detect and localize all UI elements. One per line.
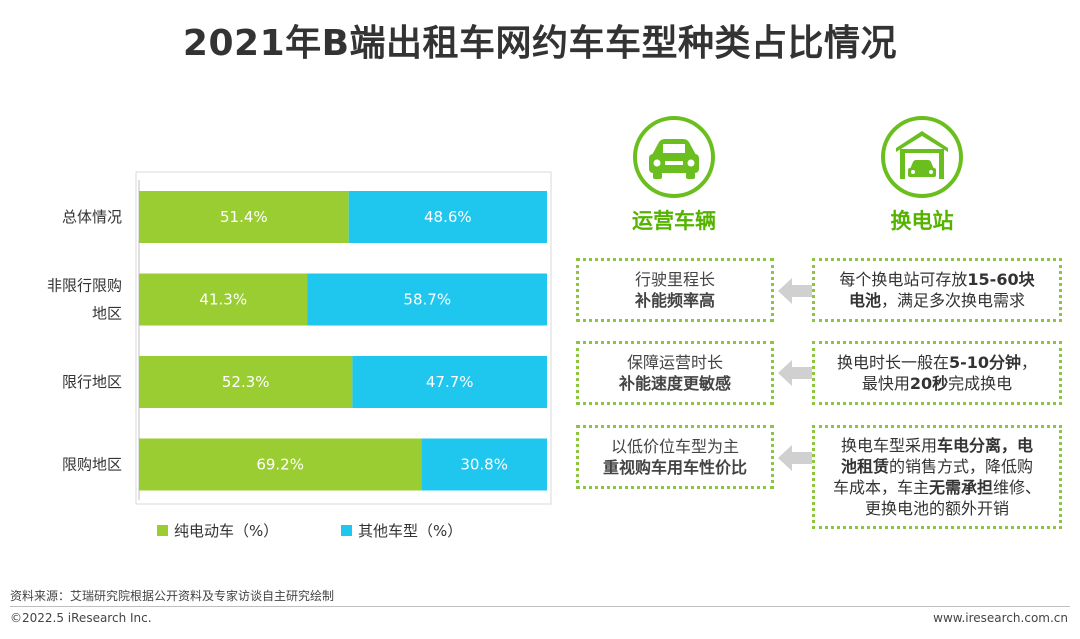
text-segment: 维修、	[993, 478, 1042, 497]
station-box-3-line1: 换电车型采用车电分离，电	[841, 435, 1033, 456]
left-arrow-icon	[778, 445, 812, 471]
bar-ev	[139, 273, 308, 326]
category-label: 总体情况	[62, 208, 122, 226]
text-segment: ，	[1021, 353, 1038, 372]
station-box-3-line2: 池租赁的销售方式，降低购	[841, 456, 1033, 477]
bar-ev	[139, 356, 353, 408]
bar-ev	[139, 191, 349, 243]
text-segment: 最快用	[861, 374, 910, 393]
highlight-segment: 池租赁	[840, 457, 889, 476]
text-segment: 每个换电站可存放	[839, 270, 968, 289]
legend-label-other: 其他车型（%）	[358, 522, 462, 540]
text-segment: 更换电池的额外开销	[864, 499, 1009, 518]
website-link[interactable]: www.iresearch.com.cn	[933, 611, 1068, 625]
vehicle-box-3-line2: 重视购车用车性价比	[602, 458, 747, 477]
highlight-segment: 电池	[848, 291, 881, 310]
left-arrow-icon	[778, 278, 812, 304]
data-label: 41.3%	[199, 291, 247, 309]
station-box-1-line2: 电池，满足多次换电需求	[849, 290, 1025, 311]
plot-frame	[135, 171, 552, 505]
vehicle-box-3-line1: 以低价位车型为主	[610, 437, 739, 456]
highlight-segment: 5-10分钟	[948, 353, 1022, 372]
category-label: 限购地区	[62, 456, 122, 474]
station-box-2-line1: 换电时长一般在5-10分钟，	[837, 352, 1037, 373]
highlight-segment: 20秒	[909, 374, 949, 393]
copyright: ©2022.5 iResearch Inc.	[10, 611, 152, 625]
highlight-segment: 车电分离，电	[937, 436, 1034, 455]
station-box-3-line4: 更换电池的额外开销	[865, 498, 1009, 519]
legend-swatch-other	[341, 525, 352, 536]
data-label: 47.7%	[426, 373, 474, 391]
bar-ev	[139, 438, 422, 491]
vehicle-box-2-line1: 保障运营时长	[626, 353, 723, 372]
car-label: 运营车辆	[632, 209, 716, 233]
bar-other	[348, 191, 547, 243]
page-title: 2021年B端出租车网约车车型种类占比情况	[182, 23, 898, 64]
vehicle-box-1-line2: 补能频率高	[634, 291, 715, 310]
station-box-1: 每个换电站可存放15-60块 电池，满足多次换电需求	[812, 258, 1062, 322]
text-segment: 车成本，车主	[832, 478, 929, 497]
bar-other	[421, 438, 547, 491]
highlight-segment: 无需承担	[928, 478, 993, 497]
text-segment: 的销售方式，降低购	[889, 457, 1034, 476]
data-label: 69.2%	[256, 456, 304, 474]
vehicle-box-2-line2: 补能速度更敏感	[618, 374, 731, 393]
category-label: 限行地区	[62, 373, 122, 391]
text-segment: 换电时长一般在	[836, 353, 949, 372]
data-label: 51.4%	[220, 208, 268, 226]
bar-other	[307, 273, 547, 326]
left-arrow-icon	[778, 360, 812, 386]
data-label: 30.8%	[460, 456, 508, 474]
category-label: 非限行限购	[47, 277, 122, 295]
data-label: 58.7%	[403, 291, 451, 309]
station-box-3-line3: 车成本，车主无需承担维修、	[833, 477, 1041, 498]
vehicle-box-1-line1: 行驶里程长	[634, 270, 715, 289]
data-label: 48.6%	[424, 208, 472, 226]
category-label: 地区	[92, 305, 122, 323]
legend-label-ev: 纯电动车（%）	[174, 522, 278, 540]
data-label: 52.3%	[222, 373, 270, 391]
legend-swatch-ev	[157, 525, 168, 536]
station-box-1-line1: 每个换电站可存放15-60块	[839, 269, 1034, 290]
station-box-2-line2: 最快用20秒完成换电	[862, 373, 1012, 394]
car-icon	[632, 115, 716, 199]
station-box-2: 换电时长一般在5-10分钟， 最快用20秒完成换电	[812, 341, 1062, 405]
vehicle-box-1: 行驶里程长 补能频率高	[576, 258, 774, 322]
highlight-segment: 15-60块	[967, 270, 1035, 289]
garage-icon	[880, 115, 964, 199]
text-segment: 完成换电	[948, 374, 1013, 393]
text-segment: ，满足多次换电需求	[881, 291, 1026, 310]
vehicle-box-2: 保障运营时长 补能速度更敏感	[576, 341, 774, 405]
footer-divider	[10, 606, 1070, 607]
source-note: 资料来源：艾瑞研究院根据公开资料及专家访谈自主研究绘制	[10, 589, 335, 603]
bar-other	[352, 356, 547, 408]
vehicle-box-3: 以低价位车型为主 重视购车用车性价比	[576, 425, 774, 489]
text-segment: 换电车型采用	[840, 436, 937, 455]
station-label: 换电站	[890, 209, 954, 233]
station-box-3: 换电车型采用车电分离，电 池租赁的销售方式，降低购 车成本，车主无需承担维修、 …	[812, 425, 1062, 529]
